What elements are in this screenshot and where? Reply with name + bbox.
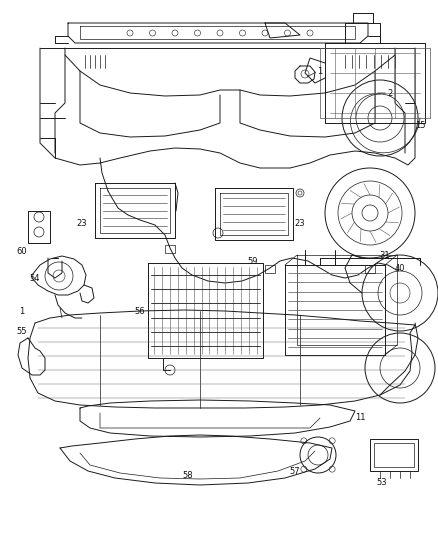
Text: 11: 11 <box>354 414 364 423</box>
Bar <box>265 265 274 273</box>
Bar <box>369 439 417 471</box>
Text: 40: 40 <box>394 263 404 272</box>
Text: 23: 23 <box>294 219 304 228</box>
Text: 60: 60 <box>17 246 27 255</box>
Text: 31: 31 <box>379 251 389 260</box>
Text: 2: 2 <box>386 88 392 98</box>
Text: 23: 23 <box>77 219 87 228</box>
Text: 57: 57 <box>289 466 300 475</box>
Text: 58: 58 <box>182 471 193 480</box>
Text: 59: 59 <box>247 256 258 265</box>
Bar <box>373 443 413 467</box>
Text: 55: 55 <box>17 327 27 335</box>
Bar <box>364 265 374 273</box>
Text: 56: 56 <box>134 306 145 316</box>
Bar <box>165 245 175 253</box>
Text: 1: 1 <box>317 67 322 76</box>
Bar <box>28 211 50 243</box>
Text: 54: 54 <box>30 273 40 282</box>
Text: 1: 1 <box>19 306 25 316</box>
Text: 15: 15 <box>414 120 424 130</box>
Text: 53: 53 <box>376 479 386 488</box>
